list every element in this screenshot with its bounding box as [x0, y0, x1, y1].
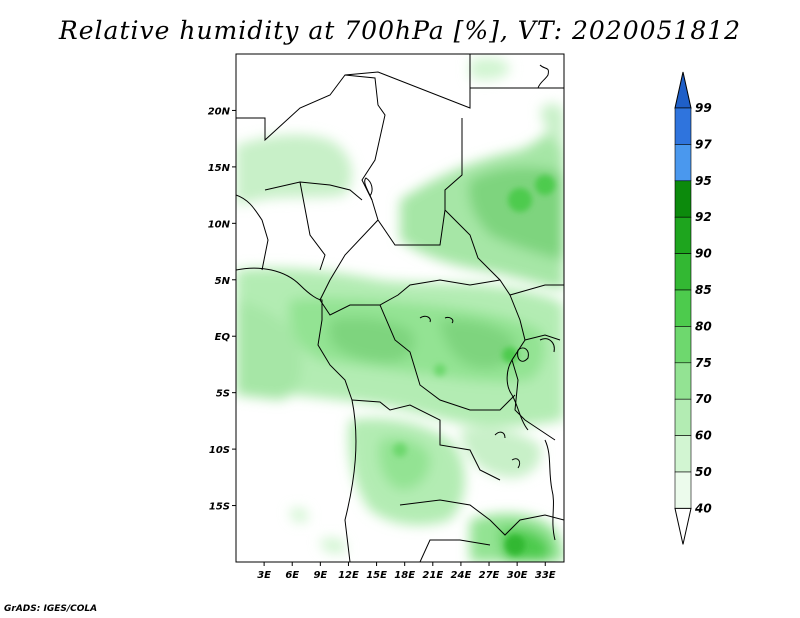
lon-tick-label: 24E: [451, 570, 472, 581]
lon-tick-label: 15E: [366, 570, 387, 581]
colorbar-bottom-arrow: [674, 507, 692, 545]
lat-tick-label: 5N: [215, 276, 231, 287]
colorbar-top-arrow: [674, 71, 692, 109]
lon-tick-label: 6E: [285, 570, 299, 581]
map-frame: [235, 53, 565, 563]
grads-credit: GrADS: IGES/COLA: [4, 604, 98, 614]
lon-tick-label: 18E: [394, 570, 415, 581]
lon-tick-label: 3E: [257, 570, 271, 581]
colorbar-level-label: 92: [695, 210, 712, 224]
lat-tick-label: 15N: [208, 163, 231, 174]
lon-tick-label: 21E: [422, 570, 443, 581]
colorbar-level-label: 70: [695, 392, 712, 406]
colorbar-level-label: 90: [695, 247, 712, 261]
colorbar-segment: [674, 398, 692, 436]
colorbar-level-label: 85: [695, 283, 712, 297]
lon-tick-label: 27E: [479, 570, 500, 581]
colorbar-level-label: 40: [694, 501, 712, 515]
lon-tick-label: 12E: [338, 570, 359, 581]
colorbar-segment: [674, 216, 692, 254]
colorbar-level-label: 97: [695, 137, 712, 151]
lat-tick-label: 5S: [216, 389, 230, 400]
colorbar-segment: [674, 180, 692, 218]
colorbar-segment: [674, 144, 692, 182]
colorbar-segment: [674, 435, 692, 473]
lat-tick-label: 20N: [208, 106, 231, 117]
lat-tick-label: EQ: [215, 332, 231, 343]
lat-tick-label: 15S: [209, 502, 230, 513]
longitude-axis: 3E 6E 9E 12E 15E 18E 21E 24E 27E 30E 33E: [257, 562, 556, 581]
lon-tick-label: 30E: [507, 570, 528, 581]
colorbar-segment: [674, 471, 692, 509]
country-borders: [236, 54, 564, 562]
colorbar-segment: [674, 326, 692, 364]
latitude-axis: 20N 15N 10N 5N EQ 5S 10S 15S: [208, 106, 236, 513]
colorbar-segment: [674, 289, 692, 327]
lon-tick-label: 33E: [535, 570, 556, 581]
colorbar-level-label: 50: [695, 465, 712, 479]
colorbar-level-label: 80: [695, 319, 712, 333]
colorbar-segment: [674, 107, 692, 145]
colorbar-level-label: 95: [695, 174, 712, 188]
lat-tick-label: 10S: [209, 445, 230, 456]
colorbar: 99 97 95 92 90 85 80 75 70 60 50 40: [674, 71, 712, 545]
colorbar-segment: [674, 253, 692, 291]
colorbar-level-label: 99: [695, 101, 712, 115]
colorbar-segment: [674, 362, 692, 400]
map-title: Relative humidity at 700hPa [%], VT: 202…: [58, 16, 742, 45]
colorbar-level-label: 60: [695, 429, 712, 443]
lat-tick-label: 10N: [208, 219, 231, 230]
lon-tick-label: 9E: [313, 570, 327, 581]
colorbar-level-label: 75: [695, 356, 712, 370]
humidity-field: [236, 54, 564, 562]
